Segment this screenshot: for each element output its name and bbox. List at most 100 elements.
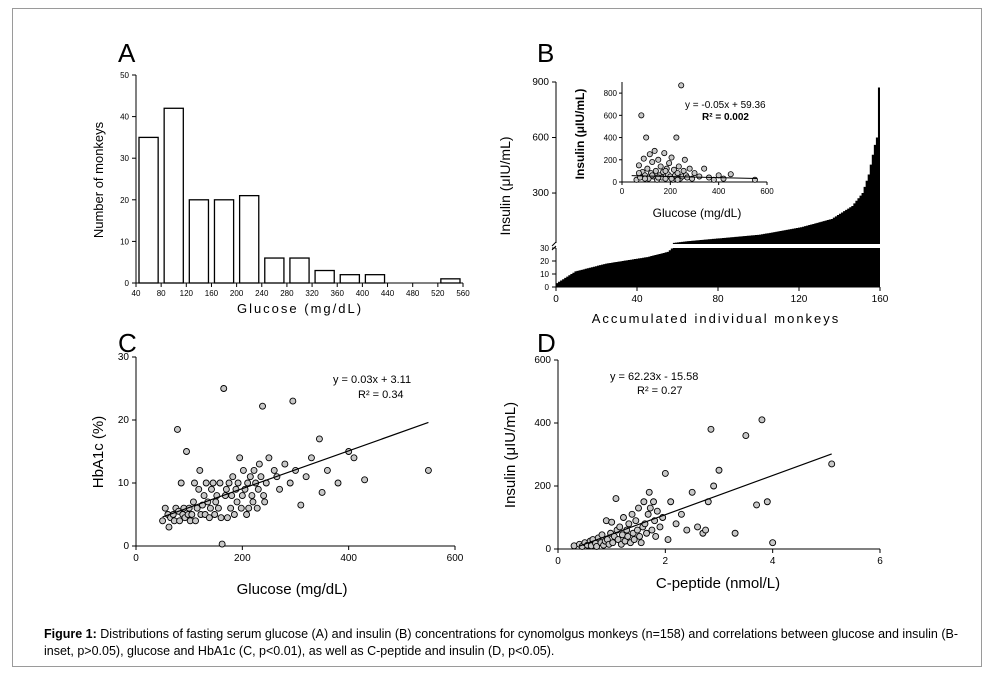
d-point [624,532,632,540]
c-point [209,479,217,487]
c-point [243,511,251,518]
c-point [191,479,198,487]
b-inset-ytick-label: 0 [613,178,618,187]
a-xtick-label: 360 [331,289,345,298]
a-xtick-label: 80 [157,289,166,298]
b-xtick-label: 80 [712,294,724,305]
b-inset-xtick-label: 200 [664,187,678,196]
b-inset-point [638,112,645,119]
c-xtick-label: 0 [133,553,139,564]
c-point [208,485,215,493]
panel-d: D 0 200 400 600 0 2 4 6 C-peptide (nmol/L) Insu… [502,328,883,592]
c-ytick-label: 20 [118,415,130,426]
d-point [664,536,672,543]
c-point [334,479,342,487]
panel-b-inset-ylabel: Insulin (μIU/mL) [573,89,587,180]
panel-b-bars [556,87,881,287]
c-point [192,517,199,525]
c-point [217,514,225,522]
d-ytick-label: 400 [534,418,551,429]
panel-d-ylabel: Insulin (μIU/mL) [502,402,519,508]
d-point [625,520,633,528]
panel-b-inset: 0 200 400 600 800 0 200 400 600 [604,80,774,196]
panel-d-points [570,416,836,550]
b-xtick-label: 40 [631,294,643,305]
b-inset-point [674,176,681,183]
c-point [239,466,247,474]
d-point [683,526,691,534]
b-inset-ytick-label: 800 [604,89,618,98]
b-inset-point [652,167,659,174]
c-point [257,473,265,481]
panel-d-xlabel: C-peptide (nmol/L) [656,575,780,592]
c-point [159,517,167,525]
d-point [763,498,771,506]
c-point [233,498,241,506]
d-point [769,539,777,547]
c-point [297,501,305,509]
panel-c-axes: 0 10 20 30 0 200 400 600 [118,352,464,564]
c-point [230,511,238,518]
b-inset-point [666,160,673,167]
panel-label-a: A [118,38,136,68]
a-bar [314,269,335,284]
a-xtick-label: 560 [456,289,470,298]
figure-caption: Figure 1: Distributions of fasting serum… [44,626,974,660]
a-xtick-label: 240 [255,289,269,298]
a-xtick-label: 200 [230,289,244,298]
panel-d-r2: R² = 0.27 [637,385,683,397]
c-point [253,504,261,512]
b-xtick-label: 160 [872,294,889,305]
c-point [218,540,226,548]
d-point [635,504,642,512]
b-inset-point [680,167,687,174]
d-point [608,518,616,526]
d-fit-line [579,453,832,547]
c-point [188,511,196,518]
b-ytick-label: 30 [540,244,549,253]
caption-text: Distributions of fasting serum glucose (… [44,627,959,658]
c-point [276,485,283,493]
a-bar [188,199,210,284]
panel-b-inset-equation: y = -0.05x + 59.36 [685,100,766,111]
b-inset-xtick-label: 400 [712,187,726,196]
panel-c: C 0 10 20 30 0 200 400 600 Glucose (mg/dL) HbA1… [90,328,464,598]
b-inset-point [670,166,677,173]
a-ytick-label: 40 [120,113,129,122]
c-point [255,460,263,468]
panel-b-xlabel: Accumulated individual monkeys [592,311,841,326]
b-inset-point [691,170,698,177]
d-point [643,529,650,537]
d-point [702,526,710,534]
panel-c-r2: R² = 0.34 [358,389,404,401]
d-point [630,536,638,543]
c-point [361,476,369,484]
c-point [202,479,210,487]
c-point [200,492,208,500]
c-point [211,511,219,518]
b-xtick-label: 0 [553,294,559,305]
a-bar [163,107,184,284]
d-point [667,498,675,506]
d-point [612,495,620,503]
b-inset-point [661,150,668,157]
c-point [220,385,228,392]
b-inset-point [668,154,675,161]
a-bar [264,257,285,284]
a-xtick-label: 400 [356,289,370,298]
c-point [259,402,266,410]
c-point [308,454,315,462]
c-point [206,504,214,512]
a-xtick-label: 520 [431,289,445,298]
figure-frame [12,8,982,667]
b-inset-bg [622,80,767,182]
panel-a-ylabel: Number of monkeys [91,121,106,238]
d-point [653,507,661,515]
b-inset-point [686,165,693,172]
a-xtick-label: 40 [132,289,141,298]
c-point [424,466,432,474]
b-inset-point [635,170,642,177]
b-inset-point [696,173,703,180]
panel-a-axes: 0 10 20 30 40 50 40 80 120 160 200 240 280 320 360 400 4… [120,71,470,298]
c-ytick-label: 10 [118,478,130,489]
